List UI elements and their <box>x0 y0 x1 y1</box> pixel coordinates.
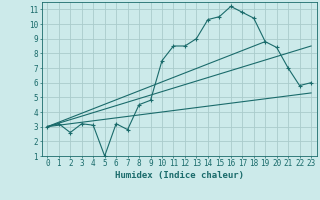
X-axis label: Humidex (Indice chaleur): Humidex (Indice chaleur) <box>115 171 244 180</box>
